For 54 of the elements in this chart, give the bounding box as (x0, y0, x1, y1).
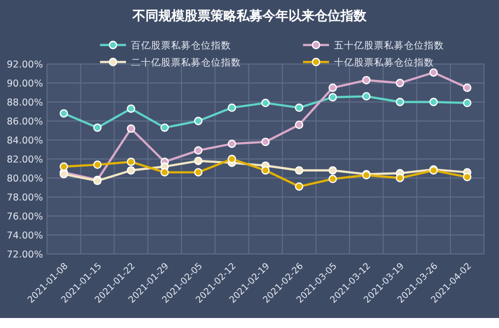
point (294, 182, 304, 191)
point (396, 174, 404, 182)
legend-label: 百亿股票私募仓位指数 (131, 40, 231, 52)
y-tick-label: 82.00% (6, 154, 43, 166)
point (126, 104, 136, 113)
point (328, 174, 337, 184)
point (396, 78, 404, 88)
point (294, 120, 304, 129)
legend-label: 五十亿股票私募仓位指数 (334, 40, 444, 52)
y-tick-label: 72.00% (6, 250, 43, 260)
y-tick-label: 92.00% (6, 60, 43, 70)
point (194, 168, 202, 176)
point (60, 162, 68, 171)
y-tick-label: 80.00% (6, 174, 43, 184)
point (462, 98, 472, 108)
point (328, 84, 337, 92)
point (194, 156, 202, 166)
point (261, 138, 270, 146)
point (328, 93, 337, 102)
point (228, 104, 236, 112)
point (429, 68, 438, 77)
chart-title: 不同规模股票策略私募今年以来仓位指数 (132, 9, 368, 24)
point (462, 84, 472, 92)
y-tick-label: 90.00% (6, 78, 43, 90)
point (328, 166, 337, 175)
point (60, 109, 68, 118)
point (194, 146, 202, 155)
point (261, 166, 270, 175)
y-tick-label: 78.00% (6, 192, 43, 204)
point (93, 123, 102, 132)
legend-label: 十亿股票私募仓位指数 (334, 56, 434, 68)
y-tick-label: 88.00% (6, 98, 43, 108)
y-tick-label: 86.00% (6, 116, 43, 128)
point (126, 158, 136, 166)
point (362, 92, 371, 100)
point (396, 98, 404, 106)
y-tick-label: 74.00% (6, 230, 43, 242)
point (429, 98, 438, 106)
point (194, 116, 202, 126)
y-tick-label: 84.00% (6, 136, 43, 146)
point (294, 166, 304, 175)
point (160, 123, 169, 132)
legend-label: 二十亿股票私募仓位指数 (131, 56, 241, 68)
y-tick-label: 76.00% (6, 212, 43, 222)
point (362, 76, 371, 84)
point (294, 104, 304, 112)
point (126, 166, 136, 175)
point (126, 124, 136, 133)
point (228, 154, 236, 164)
point (160, 168, 169, 176)
point (261, 98, 270, 108)
point (93, 160, 102, 169)
point (462, 172, 472, 182)
point (228, 140, 236, 148)
